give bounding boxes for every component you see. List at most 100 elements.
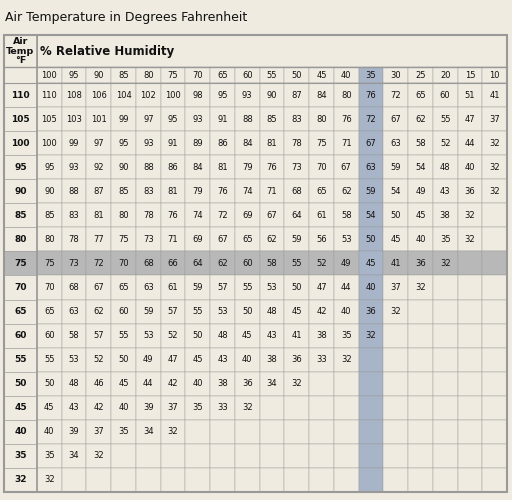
Bar	[4, 468, 37, 492]
Bar	[334, 107, 358, 131]
Text: Air Temperature in Degrees Fahrenheit: Air Temperature in Degrees Fahrenheit	[5, 10, 247, 24]
Text: 61: 61	[168, 283, 178, 292]
Text: 75: 75	[14, 259, 27, 268]
Text: 50: 50	[14, 379, 27, 388]
Bar	[358, 83, 383, 107]
Bar	[235, 276, 260, 299]
Bar	[111, 107, 136, 131]
Bar	[458, 420, 482, 444]
Text: 41: 41	[291, 331, 302, 340]
Bar	[136, 348, 161, 372]
Bar	[284, 372, 309, 396]
Text: 43: 43	[69, 404, 79, 412]
Text: 40: 40	[118, 404, 129, 412]
Bar	[235, 444, 260, 468]
Bar	[358, 107, 383, 131]
Text: 100: 100	[41, 70, 57, 80]
Text: 52: 52	[94, 355, 104, 364]
Text: 39: 39	[69, 428, 79, 436]
Bar	[334, 420, 358, 444]
Bar	[458, 155, 482, 179]
Text: 50: 50	[242, 307, 252, 316]
Text: 48: 48	[217, 331, 228, 340]
Text: 49: 49	[341, 259, 351, 268]
Bar	[235, 155, 260, 179]
Bar	[260, 228, 284, 252]
Text: 76: 76	[217, 187, 228, 196]
Bar	[136, 324, 161, 347]
Bar	[111, 276, 136, 299]
Bar	[161, 252, 185, 276]
Bar	[433, 228, 458, 252]
Text: 32: 32	[341, 355, 352, 364]
Bar	[408, 468, 433, 492]
Text: 50: 50	[291, 283, 302, 292]
Text: 38: 38	[267, 355, 278, 364]
Bar	[433, 396, 458, 420]
Bar	[408, 252, 433, 276]
Bar	[235, 204, 260, 228]
Text: 64: 64	[193, 259, 203, 268]
Bar	[210, 83, 235, 107]
Bar	[383, 67, 408, 83]
Bar	[482, 155, 507, 179]
Bar	[458, 324, 482, 347]
Text: 78: 78	[143, 211, 154, 220]
Bar	[458, 444, 482, 468]
Bar	[235, 131, 260, 155]
Text: 45: 45	[366, 259, 376, 268]
Bar	[37, 444, 62, 468]
Bar	[309, 155, 334, 179]
Bar	[136, 107, 161, 131]
Bar	[260, 83, 284, 107]
Bar	[334, 276, 358, 299]
Text: 80: 80	[14, 235, 27, 244]
Bar	[37, 131, 62, 155]
Bar	[185, 420, 210, 444]
Text: 43: 43	[217, 355, 228, 364]
Bar	[408, 83, 433, 107]
Bar	[210, 396, 235, 420]
Text: 36: 36	[291, 355, 302, 364]
Bar	[458, 67, 482, 83]
Text: 32: 32	[14, 476, 27, 484]
Text: 76: 76	[341, 114, 352, 124]
Text: 45: 45	[291, 307, 302, 316]
Text: % Relative Humidity: % Relative Humidity	[40, 44, 174, 58]
Bar	[482, 228, 507, 252]
Bar	[408, 67, 433, 83]
Text: 95: 95	[168, 114, 178, 124]
Bar	[210, 131, 235, 155]
Text: 97: 97	[94, 138, 104, 147]
Bar	[111, 420, 136, 444]
Bar	[284, 67, 309, 83]
Text: 106: 106	[91, 90, 107, 100]
Text: 80: 80	[118, 211, 129, 220]
Text: 90: 90	[14, 187, 27, 196]
Bar	[62, 276, 87, 299]
Text: 32: 32	[489, 138, 500, 147]
Text: 110: 110	[11, 90, 30, 100]
Bar	[284, 324, 309, 347]
Bar	[408, 324, 433, 347]
Bar	[4, 348, 37, 372]
Text: 55: 55	[193, 307, 203, 316]
Bar	[4, 444, 37, 468]
Bar	[284, 348, 309, 372]
Bar	[458, 179, 482, 204]
Text: 44: 44	[341, 283, 351, 292]
Bar	[383, 252, 408, 276]
Text: 35: 35	[341, 331, 352, 340]
Text: 54: 54	[391, 187, 401, 196]
Bar	[87, 324, 111, 347]
Bar	[62, 348, 87, 372]
Text: 36: 36	[464, 187, 475, 196]
Bar	[235, 228, 260, 252]
Text: 87: 87	[94, 187, 104, 196]
Text: 45: 45	[44, 404, 55, 412]
Text: 32: 32	[366, 331, 376, 340]
Bar	[334, 324, 358, 347]
Text: 55: 55	[267, 70, 278, 80]
Text: 68: 68	[143, 259, 154, 268]
Bar	[161, 300, 185, 324]
